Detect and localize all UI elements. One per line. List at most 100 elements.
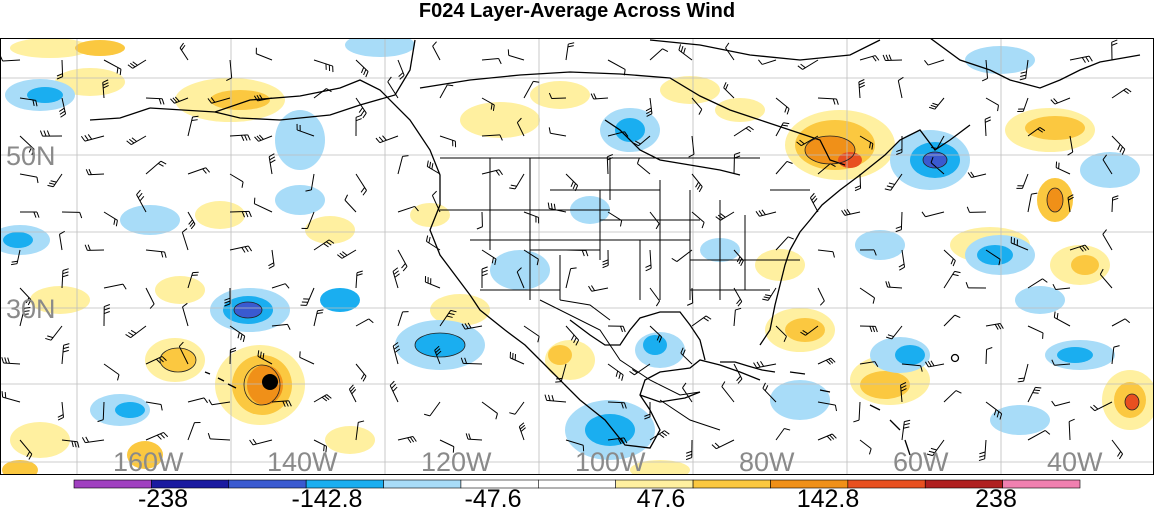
wind-barb [313, 309, 324, 327]
wind-barb [901, 419, 911, 441]
wind-barb [229, 134, 251, 141]
wind-barb [691, 173, 703, 193]
wind-barb [649, 430, 670, 441]
wind-barb [645, 249, 652, 272]
wind-barb [649, 48, 669, 61]
wind-barb [268, 249, 275, 269]
latitude-labels: 50N 30N [6, 141, 56, 324]
wind-barb [355, 420, 365, 441]
wind-barb [254, 134, 273, 142]
wind-barb [555, 363, 567, 383]
longitude-labels: 160W 140W 120W 100W 80W 60W 40W [113, 447, 1103, 477]
colorbar-box [692, 479, 771, 489]
wind-barb [607, 211, 623, 227]
wind-barb [523, 211, 540, 224]
wind-barb [775, 236, 794, 251]
lon-label-140w: 140W [267, 447, 338, 477]
wind-barb [397, 436, 417, 444]
wind-barb [61, 211, 83, 219]
anomaly-shading [275, 185, 325, 215]
wind-barb [1027, 430, 1051, 441]
wind-barb [268, 153, 276, 175]
wind-barb [817, 357, 836, 365]
wind-barb [985, 401, 1003, 420]
contour-line [804, 135, 856, 165]
wind-barb [884, 173, 903, 191]
wind-barb [733, 249, 744, 267]
wind-barb [224, 287, 231, 307]
wind-barb [481, 169, 503, 176]
wind-barb [733, 125, 754, 137]
wind-barb [253, 94, 273, 102]
wind-barb [985, 249, 1001, 266]
wind-barb [145, 249, 167, 258]
wind-barb [1019, 59, 1029, 81]
wind-barb [431, 190, 441, 213]
wind-barb [775, 97, 790, 115]
wind-barb [58, 97, 67, 118]
wind-barb [885, 325, 903, 340]
wind-barb [565, 439, 585, 452]
colorbar-box [383, 479, 462, 489]
wind-barb [355, 270, 363, 289]
anomaly-shading [30, 286, 90, 314]
wind-barb [271, 323, 291, 330]
anomaly-shading [345, 38, 415, 57]
wind-barb [1027, 126, 1046, 137]
wind-barb [81, 436, 105, 444]
wind-barb [1, 391, 21, 403]
wind-barb [1053, 311, 1071, 327]
wind-barb [1051, 359, 1071, 366]
wind-barb [439, 439, 455, 453]
wind-barb [103, 211, 118, 227]
wind-barb [649, 211, 660, 230]
wind-barb [523, 80, 540, 99]
wind-barb [80, 134, 105, 142]
wind-barb [859, 249, 877, 256]
wind-barb [565, 267, 577, 289]
wind-barb [943, 270, 961, 289]
wind-barb [208, 399, 231, 406]
anomaly-shading [410, 203, 450, 227]
wind-barb [809, 192, 819, 213]
north-america-coastline [149, 39, 971, 449]
wind-barb [516, 117, 525, 137]
wind-barb [509, 173, 525, 190]
anomaly-shading [55, 68, 125, 96]
wind-barb [548, 127, 567, 137]
wind-barb [967, 171, 987, 178]
anomaly-shading [120, 205, 180, 235]
anomaly-shading [27, 87, 63, 103]
wind-barb [178, 341, 189, 365]
wind-barb [19, 135, 35, 156]
wind-barb [229, 245, 253, 253]
wind-barb [426, 160, 441, 175]
wind-barb [1068, 418, 1075, 441]
wind-barb [336, 249, 357, 259]
wind-barb [387, 76, 399, 99]
wind-barb [758, 59, 777, 65]
wind-barb [61, 439, 80, 448]
wind-barb [253, 197, 273, 213]
wind-barb [439, 309, 457, 327]
lon-label-80w: 80W [739, 447, 795, 477]
coastlines-and-borders [89, 38, 1141, 456]
wind-barb [170, 96, 189, 104]
wind-barb [1111, 88, 1132, 99]
wind-barb [460, 357, 483, 365]
wind-barb [439, 135, 457, 148]
anomaly-shading [1071, 255, 1099, 275]
wind-barb [432, 41, 441, 61]
wind-barb [397, 249, 408, 272]
wind-barb [800, 325, 819, 336]
wind-barb [882, 54, 903, 61]
wind-barb [1069, 55, 1093, 63]
contour-line [159, 347, 197, 373]
anomaly-shading [895, 345, 925, 365]
anomaly-shading [415, 333, 465, 357]
wind-barb [733, 363, 743, 384]
wind-barb [271, 283, 290, 289]
anomaly-shading [530, 81, 590, 109]
wind-barb [1111, 39, 1118, 61]
